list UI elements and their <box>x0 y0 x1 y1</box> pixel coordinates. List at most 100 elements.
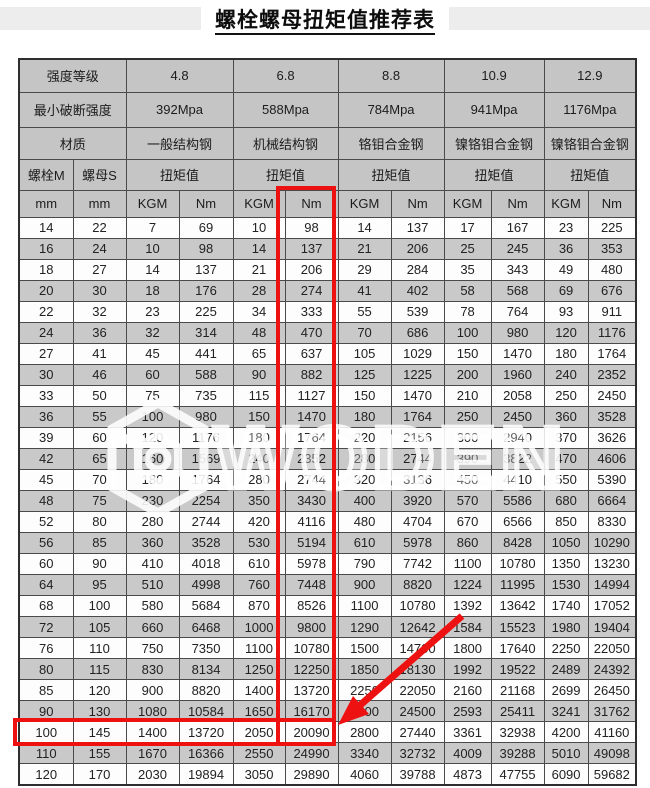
table-cell: 150 <box>337 384 392 407</box>
table-cell: 34 <box>232 300 286 323</box>
table-cell: 28 <box>232 279 286 302</box>
table-cell: 4060 <box>337 763 392 786</box>
table-row: 56 85 360 3528 530 5194 610 5978 860 8428 1050 1029… <box>18 531 637 554</box>
table-cell: 2489 <box>543 658 589 681</box>
table-cell: 5978 <box>390 531 445 554</box>
header-cell: 6.8 <box>232 58 339 93</box>
table-cell: 46 <box>72 363 127 386</box>
table-cell: 14 <box>18 216 74 239</box>
header-row-material: 材质 一般结构钢 机械结构钢 铬钼合金钢 镍铬钼合金钢 镍铬钼合金钢 <box>18 126 637 160</box>
table-cell: 206 <box>390 237 445 260</box>
table-cell: 176 <box>178 279 234 302</box>
table-cell: 100 <box>443 321 492 344</box>
table-cell: 1980 <box>543 615 589 639</box>
table-cell: 5390 <box>587 468 637 491</box>
table-cell: 860 <box>443 531 492 554</box>
table-cell: 370 <box>543 426 589 449</box>
table-cell: 22 <box>18 300 74 323</box>
table-cell: 36 <box>18 405 74 428</box>
table-cell: 17640 <box>490 637 545 660</box>
table-cell: 45 <box>18 468 74 491</box>
table-cell: 29 <box>337 258 392 281</box>
table-cell: 137 <box>390 216 445 239</box>
table-cell: 3430 <box>284 489 339 512</box>
table-cell: 137 <box>178 258 234 281</box>
table-cell: 343 <box>490 258 545 281</box>
table-cell: 52 <box>18 510 74 533</box>
table-cell: 59682 <box>587 763 637 786</box>
table-cell: 300 <box>443 426 492 449</box>
table-cell: 1500 <box>337 637 392 660</box>
table-cell: 2250 <box>543 637 589 660</box>
table-cell: 45 <box>125 342 180 365</box>
table-cell: 6566 <box>490 510 545 533</box>
table-cell: 790 <box>337 552 392 575</box>
table-cell: 14 <box>125 258 180 281</box>
table-cell: 390 <box>443 447 492 470</box>
table-cell: 2352 <box>587 363 637 386</box>
table-cell: 167 <box>490 216 545 239</box>
header-cell: 10.9 <box>443 58 545 93</box>
table-cell: 441 <box>178 342 234 365</box>
header-cell: 一般结构钢 <box>125 126 234 160</box>
table-cell: 470 <box>284 321 339 344</box>
table-cell: 284 <box>390 258 445 281</box>
table-cell: 155 <box>72 742 127 765</box>
header-row-units: mm mm KGM Nm KGM Nm KGM Nm KGM Nm KGM Nm <box>18 189 637 218</box>
table-cell: 2160 <box>443 679 492 702</box>
table-cell: 1960 <box>490 363 545 386</box>
table-cell: 125 <box>337 363 392 386</box>
table-cell: 660 <box>125 615 180 639</box>
table-cell: 49 <box>543 258 589 281</box>
table-cell: 220 <box>337 426 392 449</box>
table-cell: 353 <box>587 237 637 260</box>
table-cell: 56 <box>18 531 74 554</box>
table-cell: 900 <box>337 573 392 596</box>
table-cell: 210 <box>443 384 492 407</box>
table-cell: 280 <box>232 468 286 491</box>
table-cell: 20090 <box>284 721 339 744</box>
table-cell: 6468 <box>178 615 234 639</box>
table-cell: 76 <box>18 637 74 660</box>
table-cell: 280 <box>125 510 180 533</box>
table-row: 14 22 7 69 10 98 14 137 17 167 23 225 <box>18 216 637 239</box>
table-cell: 5586 <box>490 489 545 512</box>
table-cell: 14 <box>337 216 392 239</box>
table-cell: 480 <box>337 510 392 533</box>
table-cell: 480 <box>587 258 637 281</box>
table-cell: 10780 <box>284 637 339 660</box>
table-cell: 1350 <box>543 552 589 575</box>
table-cell: 93 <box>543 300 589 323</box>
table-cell: 3050 <box>232 763 286 786</box>
table-cell: 1470 <box>390 384 445 407</box>
table-cell: 41 <box>337 279 392 302</box>
table-cell: 3340 <box>337 742 392 765</box>
header-cell: 机械结构钢 <box>232 126 339 160</box>
table-cell: 400 <box>337 489 392 512</box>
header-cell: 8.8 <box>337 58 445 93</box>
table-cell: 60 <box>72 426 127 449</box>
table-cell: 19404 <box>587 615 637 639</box>
table-cell: 911 <box>587 300 637 323</box>
table-cell: 23 <box>543 216 589 239</box>
table-cell: 24990 <box>284 742 339 765</box>
table-cell: 13642 <box>490 594 545 618</box>
table-cell: 24500 <box>390 700 445 723</box>
table-cell: 19522 <box>490 658 545 681</box>
table-cell: 882 <box>284 363 339 386</box>
table-cell: 410 <box>125 552 180 575</box>
table-cell: 1584 <box>443 615 492 639</box>
table-cell: 24392 <box>587 658 637 681</box>
table-cell: 1100 <box>232 637 286 660</box>
table-cell: 4018 <box>178 552 234 575</box>
table-row: 22 32 23 225 34 333 55 539 78 764 93 911 <box>18 300 637 323</box>
table-cell: 637 <box>284 342 339 365</box>
table-cell: 3136 <box>390 468 445 491</box>
table-cell: 14 <box>232 237 286 260</box>
table-cell: 4410 <box>490 468 545 491</box>
table-cell: 870 <box>232 594 286 618</box>
header-cell: 螺栓M <box>18 158 74 191</box>
table-row: 110 155 1670 16366 2550 24990 3340 32732 4009 392… <box>18 742 637 765</box>
table-cell: 130 <box>72 700 127 723</box>
table-cell: 8526 <box>284 594 339 618</box>
